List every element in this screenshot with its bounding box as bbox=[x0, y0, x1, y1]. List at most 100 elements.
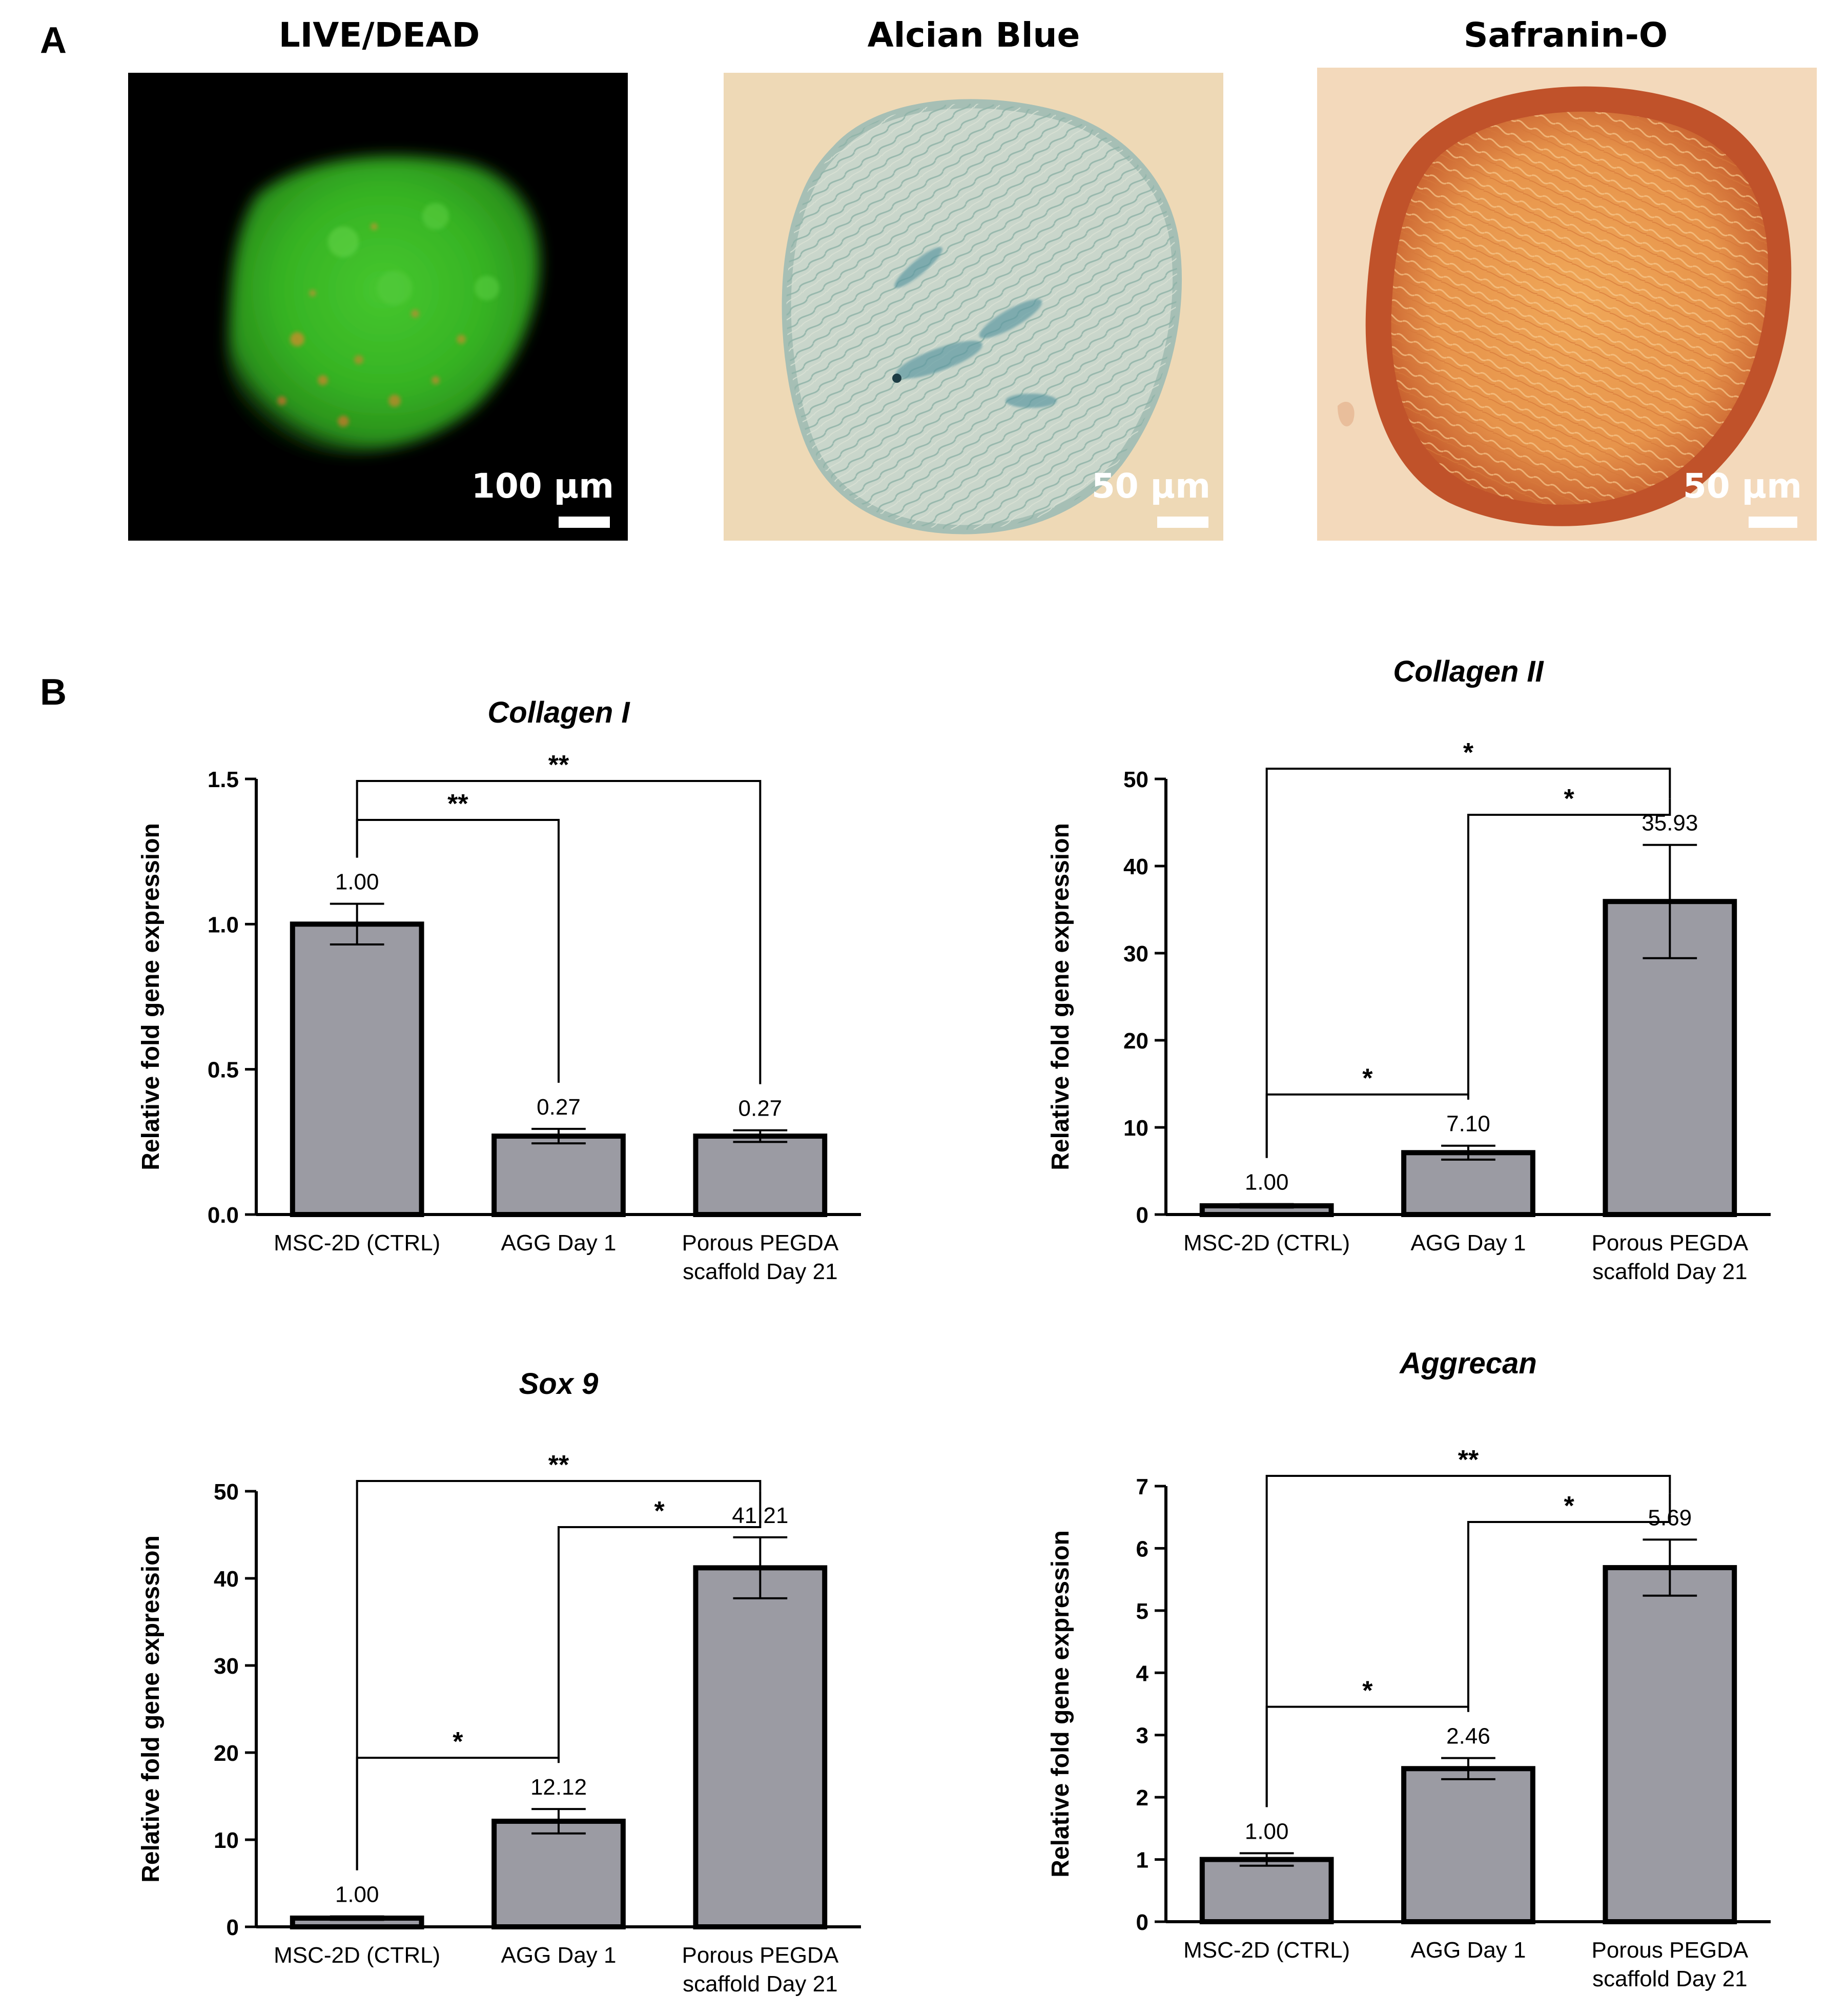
significance-label: * bbox=[1564, 784, 1575, 814]
significance-label: * bbox=[1362, 1676, 1373, 1706]
y-tick-label: 30 bbox=[214, 1654, 239, 1679]
value-label: 7.10 bbox=[1446, 1112, 1490, 1137]
alcian-blue-scale-label: 50 µm bbox=[1091, 466, 1211, 506]
significance-bracket bbox=[1467, 798, 1671, 1100]
significance-bracket bbox=[356, 1480, 762, 1870]
y-tick-label: 1.5 bbox=[208, 767, 239, 792]
significance-label: ** bbox=[548, 1450, 569, 1480]
significance-label: ** bbox=[1458, 1445, 1479, 1475]
chart-title: Sox 9 bbox=[519, 1367, 599, 1401]
y-tick-label: 1 bbox=[1136, 1848, 1148, 1873]
x-tick-label: Porous PEGDA bbox=[1591, 1938, 1748, 1963]
y-tick-label: 30 bbox=[1123, 941, 1148, 966]
significance-label: * bbox=[453, 1727, 463, 1757]
x-tick-label: MSC-2D (CTRL) bbox=[274, 1943, 440, 1968]
y-tick-label: 6 bbox=[1136, 1536, 1148, 1561]
y-tick-label: 3 bbox=[1136, 1723, 1148, 1748]
y-tick-label: 20 bbox=[214, 1741, 239, 1766]
safranin-o-scale-bar bbox=[1749, 517, 1797, 528]
y-tick-label: 50 bbox=[1123, 767, 1148, 792]
alcian-blue-scale-bar bbox=[1157, 517, 1208, 528]
value-label: 1.00 bbox=[1245, 1819, 1289, 1844]
y-axis-label: Relative fold gene expression bbox=[1047, 823, 1074, 1170]
significance-label: * bbox=[654, 1496, 665, 1526]
x-tick-label: AGG Day 1 bbox=[1411, 1938, 1526, 1963]
x-tick-label: Porous PEGDA bbox=[682, 1943, 838, 1968]
y-tick-label: 40 bbox=[214, 1567, 239, 1592]
significance-bracket bbox=[356, 780, 762, 1084]
bar bbox=[491, 1818, 626, 1930]
y-tick-label: 5 bbox=[1136, 1599, 1148, 1624]
aggrecan-chart: Aggrecan Relative fold gene expression 0 1 2… bbox=[1047, 1347, 1771, 1991]
x-tick-label: scaffold Day 21 bbox=[683, 1259, 837, 1284]
significance-bracket bbox=[558, 1491, 762, 1763]
x-tick-label: AGG Day 1 bbox=[501, 1230, 617, 1256]
significance-label: ** bbox=[447, 789, 468, 819]
alcian-blue-micrograph bbox=[724, 73, 1223, 541]
live-dead-micrograph bbox=[128, 73, 628, 541]
collagen-ii-chart: Collagen II Relative fold gene expression… bbox=[1047, 655, 1771, 1284]
bar bbox=[1401, 1150, 1535, 1217]
x-tick-label: AGG Day 1 bbox=[501, 1943, 617, 1968]
alcian-blue-title: Alcian Blue bbox=[867, 15, 1080, 55]
bar bbox=[491, 1134, 626, 1217]
y-tick-label: 1.0 bbox=[208, 912, 239, 937]
value-label: 1.00 bbox=[1245, 1170, 1289, 1195]
live-dead-scale-bar bbox=[559, 517, 610, 528]
live-dead-scale-label: 100 µm bbox=[471, 466, 614, 506]
x-tick-label: scaffold Day 21 bbox=[683, 1971, 837, 1997]
bar bbox=[693, 1134, 828, 1217]
significance-bracket bbox=[1265, 768, 1671, 1158]
y-tick-label: 40 bbox=[1123, 854, 1148, 879]
chart-title: Collagen II bbox=[1393, 655, 1544, 688]
y-tick-label: 0 bbox=[227, 1915, 239, 1940]
x-tick-label: scaffold Day 21 bbox=[1592, 1259, 1747, 1284]
bar bbox=[1603, 1565, 1737, 1925]
y-tick-label: 0.0 bbox=[208, 1203, 239, 1228]
bar bbox=[693, 1565, 828, 1929]
chart-title: Collagen I bbox=[487, 696, 630, 729]
y-tick-label: 2 bbox=[1136, 1785, 1148, 1811]
collagen-i-chart: Collagen I Relative fold gene expression 0… bbox=[137, 696, 861, 1284]
x-tick-label: MSC-2D (CTRL) bbox=[1183, 1938, 1350, 1963]
value-label: 12.12 bbox=[530, 1775, 587, 1800]
panel-b-letter: B bbox=[40, 672, 67, 713]
value-label: 0.27 bbox=[537, 1095, 581, 1120]
significance-label: * bbox=[1362, 1064, 1373, 1094]
y-tick-label: 0 bbox=[1136, 1910, 1148, 1935]
significance-bracket bbox=[1265, 1475, 1671, 1807]
x-tick-label: MSC-2D (CTRL) bbox=[274, 1230, 440, 1256]
value-label: 2.46 bbox=[1446, 1724, 1490, 1749]
y-tick-label: 7 bbox=[1136, 1474, 1148, 1499]
y-tick-label: 10 bbox=[1123, 1116, 1148, 1141]
panel-a-letter: A bbox=[40, 20, 67, 61]
value-label: 0.27 bbox=[738, 1096, 783, 1121]
safranin-o-micrograph bbox=[1317, 68, 1817, 541]
y-tick-label: 4 bbox=[1136, 1661, 1149, 1686]
x-tick-label: Porous PEGDA bbox=[682, 1230, 838, 1256]
chart-title: Aggrecan bbox=[1399, 1347, 1537, 1380]
x-tick-label: Porous PEGDA bbox=[1591, 1230, 1748, 1256]
y-tick-label: 0 bbox=[1136, 1203, 1148, 1228]
significance-bracket bbox=[1467, 1493, 1671, 1712]
live-dead-title: LIVE/DEAD bbox=[278, 15, 480, 55]
significance-bracket bbox=[1265, 1093, 1469, 1158]
value-label: 1.00 bbox=[335, 1882, 379, 1907]
value-label: 1.00 bbox=[335, 870, 379, 895]
sox9-chart: Sox 9 Relative fold gene expression 0 10 20 3… bbox=[137, 1367, 861, 1997]
bar bbox=[1199, 1857, 1334, 1924]
significance-label: ** bbox=[548, 750, 569, 780]
y-axis-label: Relative fold gene expression bbox=[137, 823, 165, 1170]
bar bbox=[1401, 1766, 1535, 1924]
y-axis-label: Relative fold gene expression bbox=[137, 1535, 165, 1883]
x-tick-label: scaffold Day 21 bbox=[1592, 1966, 1747, 1991]
significance-label: * bbox=[1463, 738, 1474, 768]
x-tick-label: MSC-2D (CTRL) bbox=[1183, 1230, 1350, 1256]
safranin-o-title: Safranin-O bbox=[1464, 15, 1668, 55]
bar bbox=[290, 921, 424, 1218]
x-tick-label: AGG Day 1 bbox=[1411, 1230, 1526, 1256]
significance-label: * bbox=[1564, 1491, 1575, 1521]
y-tick-label: 10 bbox=[214, 1828, 239, 1853]
safranin-o-scale-label: 50 µm bbox=[1683, 466, 1802, 506]
y-tick-label: 20 bbox=[1123, 1028, 1148, 1054]
